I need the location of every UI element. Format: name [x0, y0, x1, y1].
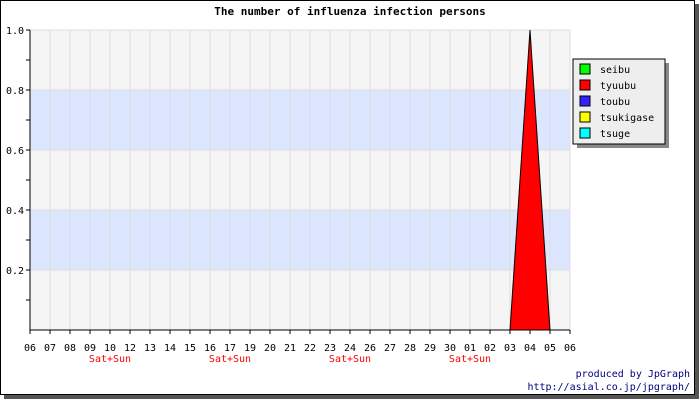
y-tick-label-0.4: 0.4 — [6, 206, 24, 217]
x-tick-label-12: 20 — [264, 343, 276, 354]
x-tick-label-8: 15 — [184, 343, 196, 354]
legend-label-tsukigase: tsukigase — [600, 113, 654, 124]
legend-swatch-tsukigase — [579, 111, 591, 123]
legend-label-toubu: toubu — [600, 97, 630, 108]
x-tick-label-10: 17 — [224, 343, 236, 354]
legend-label-tsuge: tsuge — [600, 129, 630, 140]
y-tick-label-1.0: 1.0 — [6, 26, 24, 37]
x-tick-label-16: 24 — [344, 343, 356, 354]
x-tick-label-23: 02 — [484, 343, 496, 354]
plot-band — [30, 270, 570, 330]
chart-title: The number of influenza infection person… — [214, 5, 486, 18]
horizontal-gridlines — [30, 29, 570, 271]
x-axis-ticks: 06 07 08 09 10 12 13 14 15 16 17 19 20 21 22 23 24 26 27 28… — [24, 330, 576, 365]
plot-bands — [30, 30, 570, 330]
legend: seibu tyuubu toubu tsukigase tsuge — [572, 58, 669, 148]
x-tick-label-26: 05 — [544, 343, 556, 354]
plot-band — [30, 150, 570, 210]
weekend-label: Sat+Sun — [329, 354, 371, 365]
legend-items: seibu tyuubu toubu tsukigase tsuge — [579, 63, 654, 140]
x-tick-label-17: 26 — [364, 343, 376, 354]
legend-label-tyuubu: tyuubu — [600, 81, 636, 92]
legend-swatch-toubu — [579, 95, 591, 107]
x-tick-label-14: 22 — [304, 343, 316, 354]
legend-swatch-tyuubu — [579, 79, 591, 91]
legend-swatch-seibu — [579, 63, 591, 75]
x-tick-label-9: 16 — [204, 343, 216, 354]
x-tick-label-6: 13 — [144, 343, 156, 354]
x-tick-label-27: 06 — [564, 343, 576, 354]
legend-label-seibu: seibu — [600, 65, 630, 76]
x-tick-label-11: 19 — [244, 343, 256, 354]
x-tick-label-2: 08 — [64, 343, 76, 354]
x-tick-label-24: 03 — [504, 343, 516, 354]
x-tick-label-4: 10 — [104, 343, 116, 354]
x-tick-label-0: 06 — [24, 343, 36, 354]
plot-band — [30, 30, 570, 90]
x-tick-label-21: 30 — [444, 343, 456, 354]
x-tick-label-5: 12 — [124, 343, 136, 354]
x-tick-label-25: 04 — [524, 343, 536, 354]
x-tick-label-13: 21 — [284, 343, 296, 354]
x-tick-label-20: 29 — [424, 343, 436, 354]
x-tick-label-15: 23 — [324, 343, 336, 354]
y-axis-ticks: 0.2 0.4 0.6 0.8 1.0 — [6, 26, 30, 301]
x-tick-label-7: 14 — [164, 343, 176, 354]
x-tick-label-1: 07 — [44, 343, 56, 354]
plot-band — [30, 210, 570, 270]
credit-line-2: http://asial.co.jp/jpgraph/ — [527, 382, 690, 393]
y-tick-label-0.8: 0.8 — [6, 86, 24, 97]
weekend-label: Sat+Sun — [89, 354, 131, 365]
y-tick-label-0.2: 0.2 — [6, 266, 24, 277]
legend-swatch-tsuge — [579, 127, 591, 139]
y-tick-label-0.6: 0.6 — [6, 146, 24, 157]
credit-line-1: produced by JpGraph — [576, 369, 690, 380]
weekend-label: Sat+Sun — [209, 354, 251, 365]
x-tick-label-18: 27 — [384, 343, 396, 354]
x-tick-label-19: 28 — [404, 343, 416, 354]
x-tick-label-3: 09 — [84, 343, 96, 354]
weekend-label: Sat+Sun — [449, 354, 491, 365]
x-tick-label-22: 01 — [464, 343, 476, 354]
plot-band — [30, 90, 570, 150]
